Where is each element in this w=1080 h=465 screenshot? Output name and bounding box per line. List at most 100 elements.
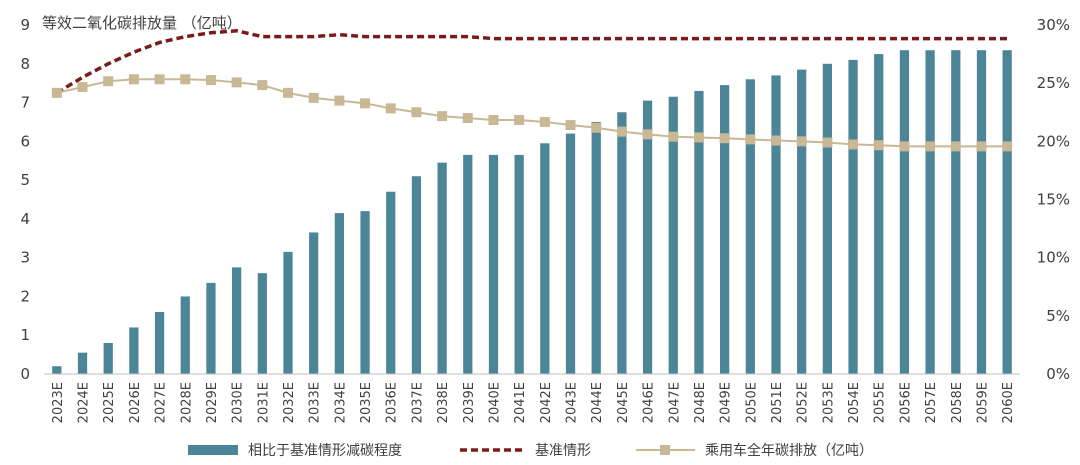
- right-tick-label: 15%: [1037, 191, 1070, 209]
- bar: [694, 90, 704, 374]
- left-tick-label: 4: [20, 210, 30, 228]
- emission-marker: [668, 131, 679, 142]
- emission-marker: [591, 122, 602, 133]
- emission-marker: [257, 80, 268, 91]
- x-tick-label: 2044E: [590, 382, 605, 423]
- bar: [180, 296, 190, 374]
- bar: [334, 213, 344, 374]
- emission-marker: [308, 92, 319, 103]
- bar: [386, 191, 396, 374]
- bar: [925, 50, 935, 374]
- bar: [437, 162, 447, 374]
- legend-label-bar: 相比于基准情形减碳程度: [248, 442, 402, 459]
- emission-marker: [616, 126, 627, 137]
- x-tick-label: 2057E: [924, 382, 939, 423]
- right-tick-label: 10%: [1037, 249, 1070, 267]
- bar: [232, 267, 242, 374]
- x-tick-label: 2050E: [744, 382, 759, 423]
- x-tick-label: 2051E: [770, 382, 785, 423]
- left-tick-label: 7: [20, 94, 30, 112]
- x-tick-label: 2032E: [282, 382, 297, 423]
- bar: [976, 50, 987, 374]
- line-series: [51, 29, 1013, 152]
- x-tick-label: 2037E: [410, 382, 425, 423]
- emission-marker: [719, 133, 730, 144]
- emission-marker: [745, 134, 756, 145]
- left-tick-label: 9: [20, 16, 30, 34]
- left-axis: 0 1 2 3 4 5 6 7 8 9: [20, 16, 30, 383]
- x-tick-label: 2040E: [487, 382, 502, 423]
- emission-marker: [128, 74, 139, 85]
- emission-marker: [565, 120, 576, 131]
- x-tick-label: 2034E: [333, 382, 348, 423]
- bar: [822, 63, 832, 375]
- x-tick-label: 2045E: [616, 382, 631, 423]
- bar-series: [52, 50, 1012, 375]
- left-tick-label: 5: [20, 171, 30, 189]
- emission-marker: [334, 95, 345, 106]
- x-tick-label: 2042E: [539, 382, 554, 423]
- emission-marker: [205, 75, 216, 86]
- emission-marker: [385, 103, 396, 114]
- emission-marker: [103, 76, 114, 87]
- left-tick-label: 1: [20, 326, 30, 344]
- emission-marker: [796, 136, 807, 147]
- x-tick-label: 2060E: [1001, 382, 1016, 423]
- x-tick-label: 2038E: [436, 382, 451, 423]
- x-tick-label: 2053E: [821, 382, 836, 423]
- left-tick-label: 2: [20, 287, 30, 305]
- x-tick-label: 2035E: [359, 382, 374, 423]
- emission-marker: [822, 137, 833, 148]
- bar: [206, 282, 216, 374]
- emission-marker: [899, 141, 910, 152]
- x-tick-label: 2047E: [667, 382, 682, 423]
- bar: [154, 311, 165, 374]
- right-tick-label: 30%: [1037, 16, 1070, 34]
- x-tick-label: 2049E: [719, 382, 734, 423]
- bar: [874, 54, 884, 374]
- bar: [540, 143, 550, 374]
- bar: [951, 50, 961, 374]
- x-tick-label: 2024E: [77, 382, 92, 423]
- emission-marker: [283, 87, 293, 98]
- left-tick-label: 8: [20, 55, 30, 73]
- x-tick-label: 2043E: [565, 382, 580, 423]
- bar: [411, 176, 422, 374]
- bar: [360, 211, 370, 374]
- bar: [77, 352, 88, 374]
- bar: [309, 232, 319, 374]
- bar: [488, 154, 499, 374]
- bar: [848, 59, 858, 375]
- right-tick-label: 25%: [1037, 74, 1070, 92]
- x-tick-label: 2031E: [256, 382, 271, 423]
- right-axis: 0% 5% 10% 15% 20% 25% 30%: [1037, 16, 1070, 383]
- x-tick-label: 2055E: [873, 382, 888, 423]
- emission-marker: [437, 111, 448, 122]
- x-tick-label: 2054E: [847, 382, 862, 423]
- bar: [1002, 50, 1012, 374]
- x-tick-label: 2059E: [975, 382, 990, 423]
- emission-marker: [154, 74, 165, 85]
- x-tick-label: 2052E: [796, 382, 811, 423]
- emission-marker: [488, 115, 499, 126]
- x-tick-label: 2046E: [642, 382, 657, 423]
- right-tick-label: 5%: [1046, 307, 1070, 325]
- x-tick-label: 2026E: [128, 382, 143, 423]
- bar: [617, 112, 627, 374]
- emission-line: [56, 78, 1008, 148]
- bar: [463, 154, 473, 374]
- emission-marker: [873, 140, 884, 151]
- x-tick-label: 2028E: [179, 382, 194, 423]
- left-tick-label: 0: [20, 365, 30, 383]
- legend: 相比于基准情形减碳程度 基准情形 乘用车全年碳排放（亿吨）: [188, 442, 873, 459]
- x-tick-label: 2023E: [51, 382, 66, 423]
- x-tick-label: 2027E: [154, 382, 169, 423]
- bar: [591, 121, 601, 374]
- bar: [565, 133, 576, 374]
- x-tick-label: 2058E: [950, 382, 965, 423]
- x-tick-label: 2030E: [231, 382, 246, 423]
- bar: [797, 69, 807, 374]
- x-axis: 2023E 2024E 2025E 2026E 2027E 2028E 2029E 2030E…: [51, 382, 1016, 423]
- bar: [720, 85, 730, 374]
- x-tick-label: 2033E: [308, 382, 323, 423]
